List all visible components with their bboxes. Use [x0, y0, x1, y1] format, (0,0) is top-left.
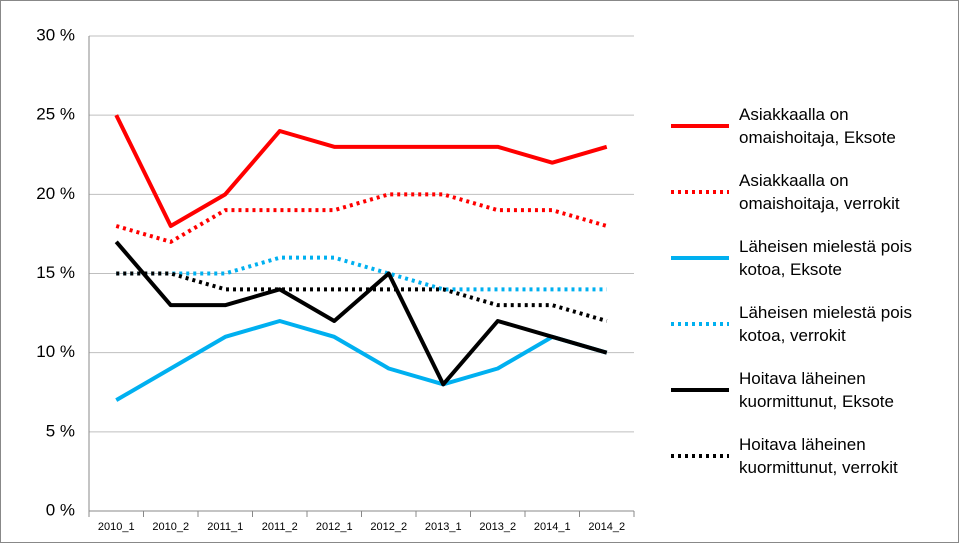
x-tick-label: 2011_1 — [207, 521, 243, 533]
series-line — [114, 114, 608, 228]
legend-swatch — [671, 454, 729, 458]
y-tick-label: 5 % — [46, 421, 75, 440]
legend: Asiakkaalla on omaishoitaja, Eksote Asiak… — [669, 93, 954, 489]
y-tick-label: 0 % — [46, 500, 75, 519]
legend-item: Läheisen mielestä pois kotoa, Eksote — [669, 225, 954, 291]
legend-item: Asiakkaalla on omaishoitaja, Eksote — [669, 93, 954, 159]
y-tick-label: 20 % — [36, 184, 75, 203]
x-tick-label: 2013_1 — [425, 521, 462, 533]
x-tick-label: 2012_2 — [370, 521, 407, 533]
x-tick-label: 2014_2 — [588, 521, 625, 533]
legend-item: Asiakkaalla on omaishoitaja, verrokit — [669, 159, 954, 225]
legend-label: Läheisen mielestä pois kotoa, Eksote — [739, 237, 912, 279]
y-tick-label: 10 % — [36, 342, 75, 361]
legend-item: Hoitava läheinen kuormittunut, verrokit — [669, 423, 954, 489]
series-line — [114, 240, 608, 387]
legend-label: Hoitava läheinen kuormittunut, verrokit — [739, 435, 898, 477]
legend-swatch — [671, 190, 729, 194]
legend-item: Läheisen mielestä pois kotoa, verrokit — [669, 291, 954, 357]
x-tick-label: 2013_2 — [479, 521, 516, 533]
series-line — [116, 255, 607, 292]
x-tick-label: 2012_1 — [316, 521, 353, 533]
legend-swatch — [671, 256, 729, 260]
y-tick-label: 15 % — [36, 263, 75, 282]
x-tick-label: 2010_2 — [152, 521, 189, 533]
series-line — [116, 271, 608, 323]
legend-label: Asiakkaalla on omaishoitaja, Eksote — [739, 105, 896, 147]
x-tick-label: 2014_1 — [534, 521, 571, 533]
legend-swatch — [671, 124, 729, 128]
y-tick-label: 30 % — [36, 25, 75, 44]
legend-label: Läheisen mielestä pois kotoa, verrokit — [739, 303, 912, 345]
legend-swatch — [671, 322, 729, 326]
x-tick-label: 2011_2 — [262, 521, 298, 533]
y-tick-label: 25 % — [36, 105, 75, 124]
legend-label: Hoitava läheinen kuormittunut, Eksote — [739, 369, 894, 411]
legend-label: Asiakkaalla on omaishoitaja, verrokit — [739, 171, 900, 213]
series-line — [115, 192, 608, 244]
legend-swatch — [671, 388, 729, 392]
series-line — [115, 319, 608, 402]
legend-item: Hoitava läheinen kuormittunut, Eksote — [669, 357, 954, 423]
x-tick-label: 2010_1 — [98, 521, 135, 533]
